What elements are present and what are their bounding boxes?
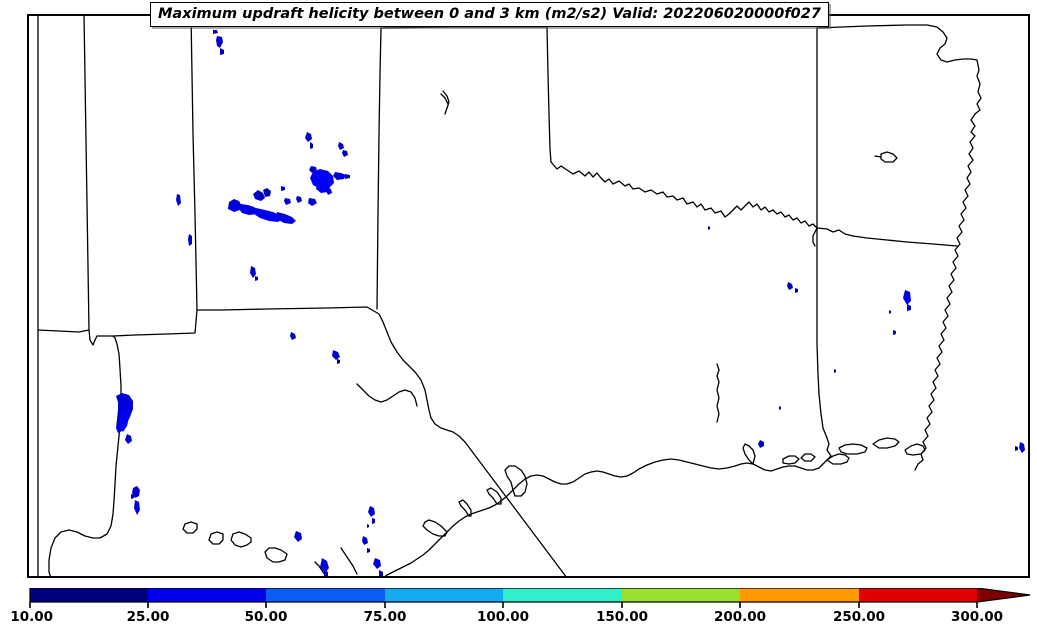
colorbar[interactable]: 10.00 25.00 50.00 75.00 100.00 150.00 20… (0, 588, 1037, 633)
cbar-tick-label-75: 75.00 (363, 609, 407, 625)
cbar-seg-100-150 (503, 588, 622, 602)
cbar-seg-200-250 (740, 588, 859, 602)
cbar-seg-25-50 (148, 588, 266, 602)
map-canvas (37, 16, 1025, 576)
cbar-tick-label-10: 10.00 (10, 609, 54, 625)
colorbar-canvas (29, 588, 1031, 608)
cbar-tick-label-25: 25.00 (126, 609, 170, 625)
state-borders-layer (37, 16, 982, 576)
cbar-seg-50-75 (266, 588, 385, 602)
cbar-tick-label-250: 250.00 (832, 609, 886, 625)
cbar-tick-label-150: 150.00 (595, 609, 649, 625)
cbar-seg-250-300 (859, 588, 977, 602)
colorbar-segments (30, 588, 1030, 602)
cbar-seg-10-25 (30, 588, 148, 602)
cbar-tick-label-200: 200.00 (713, 609, 767, 625)
chart-title: Maximum updraft helicity between 0 and 3… (150, 2, 829, 28)
colorbar-tick-marks (29, 602, 978, 608)
map-plot-area[interactable] (27, 14, 1030, 578)
cbar-tick-label-300: 300.00 (950, 609, 1004, 625)
updraft-helicity-cells (116, 30, 1025, 576)
cbar-seg-150-200 (622, 588, 740, 602)
cbar-tick-label-50: 50.00 (244, 609, 288, 625)
cbar-seg-75-100 (385, 588, 503, 602)
colorbar-outline (29, 588, 1031, 603)
cbar-over-arrow (977, 588, 1030, 602)
cbar-tick-label-100: 100.00 (476, 609, 530, 625)
